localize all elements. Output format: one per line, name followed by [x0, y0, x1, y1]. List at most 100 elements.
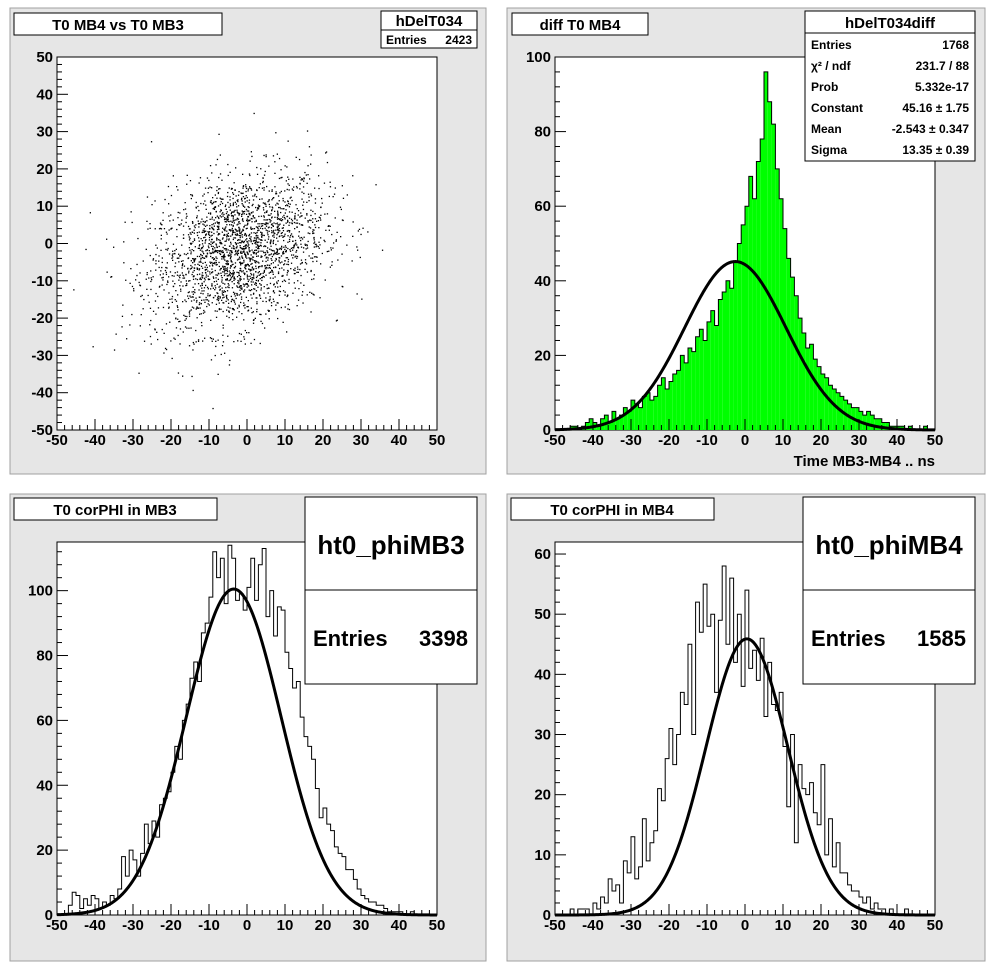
stats-row-value: 5.332e-17 [915, 80, 969, 94]
scatter-point [232, 220, 234, 222]
histogram-bar [642, 396, 647, 430]
scatter-point [167, 247, 169, 250]
scatter-point [245, 187, 248, 190]
scatter-point [228, 279, 230, 282]
x-tick-label: -50 [544, 917, 566, 934]
scatter-point [267, 264, 269, 266]
scatter-point [255, 232, 257, 234]
histogram-bar [874, 418, 878, 430]
scatter-point [257, 246, 259, 248]
scatter-point [140, 314, 142, 316]
scatter-point [193, 250, 195, 252]
scatter-point [191, 194, 193, 196]
scatter-point [312, 229, 314, 231]
y-tick-label: 40 [534, 666, 551, 683]
scatter-point [269, 296, 271, 298]
scatter-point [223, 233, 226, 236]
scatter-point [157, 295, 159, 298]
scatter-point [189, 280, 191, 282]
scatter-point [181, 267, 183, 269]
scatter-point [209, 295, 211, 297]
scatter-point [273, 292, 276, 294]
scatter-point [239, 278, 241, 280]
scatter-point [280, 211, 282, 214]
scatter-point [255, 297, 257, 299]
scatter-point [332, 247, 334, 249]
scatter-point [282, 251, 284, 253]
scatter-point [221, 281, 223, 283]
scatter-point [240, 340, 242, 342]
scatter-point [294, 272, 296, 275]
histogram-bar [737, 243, 742, 430]
scatter-point [256, 209, 258, 211]
scatter-point [243, 246, 245, 248]
scatter-point [200, 248, 203, 250]
scatter-point [246, 227, 248, 229]
scatter-point [254, 242, 256, 244]
scatter-point [256, 301, 258, 303]
scatter-point [221, 213, 223, 215]
scatter-point [336, 319, 338, 321]
scatter-point [175, 318, 177, 320]
scatter-point [251, 256, 254, 258]
scatter-point [298, 235, 300, 237]
scatter-point [287, 200, 289, 203]
scatter-point [232, 273, 235, 275]
scatter-point [212, 241, 214, 243]
scatter-point [196, 267, 198, 269]
scatter-point [281, 280, 284, 283]
y-tick-label: 40 [36, 777, 53, 794]
scatter-point [240, 278, 242, 280]
scatter-point [174, 299, 176, 301]
scatter-point [239, 236, 241, 239]
scatter-point [218, 239, 220, 241]
scatter-point [241, 215, 243, 217]
scatter-point [239, 242, 241, 244]
scatter-point [286, 188, 288, 191]
scatter-point [310, 269, 312, 272]
scatter-point [254, 193, 256, 195]
scatter-point [149, 223, 151, 225]
scatter-point [309, 291, 311, 293]
scatter-point [194, 289, 196, 291]
scatter-point [210, 288, 212, 290]
scatter-point [145, 278, 147, 280]
scatter-point [251, 155, 253, 158]
scatter-point [188, 236, 190, 238]
scatter-point [299, 188, 301, 190]
scatter-point [302, 224, 304, 226]
scatter-point [240, 231, 243, 233]
scatter-point [232, 192, 234, 194]
scatter-point [212, 245, 214, 248]
scatter-point [215, 256, 217, 258]
scatter-point [247, 206, 249, 208]
scatter-point [110, 276, 112, 278]
scatter-point [177, 306, 179, 308]
scatter-point [187, 257, 189, 260]
scatter-point [212, 197, 214, 199]
x-tick-label: -30 [122, 432, 144, 449]
scatter-point [226, 238, 228, 240]
scatter-point [289, 197, 291, 199]
scatter-point [277, 302, 279, 304]
scatter-point [161, 257, 163, 259]
scatter-point [200, 258, 202, 260]
scatter-point [298, 231, 300, 233]
scatter-point [221, 238, 224, 240]
scatter-point [285, 222, 287, 224]
scatter-point [226, 278, 228, 280]
histogram-bar [832, 388, 837, 430]
scatter-point [287, 235, 289, 237]
scatter-point [238, 306, 240, 308]
scatter-point [258, 206, 260, 208]
scatter-point [241, 240, 243, 242]
x-tick-label: -40 [84, 917, 106, 934]
scatter-point [214, 206, 216, 209]
scatter-point [234, 254, 236, 256]
scatter-point [159, 274, 161, 276]
scatter-point [222, 310, 224, 313]
y-tick-label: -30 [31, 347, 53, 364]
scatter-point [231, 229, 233, 231]
scatter-point [236, 316, 238, 318]
scatter-point [281, 275, 283, 277]
